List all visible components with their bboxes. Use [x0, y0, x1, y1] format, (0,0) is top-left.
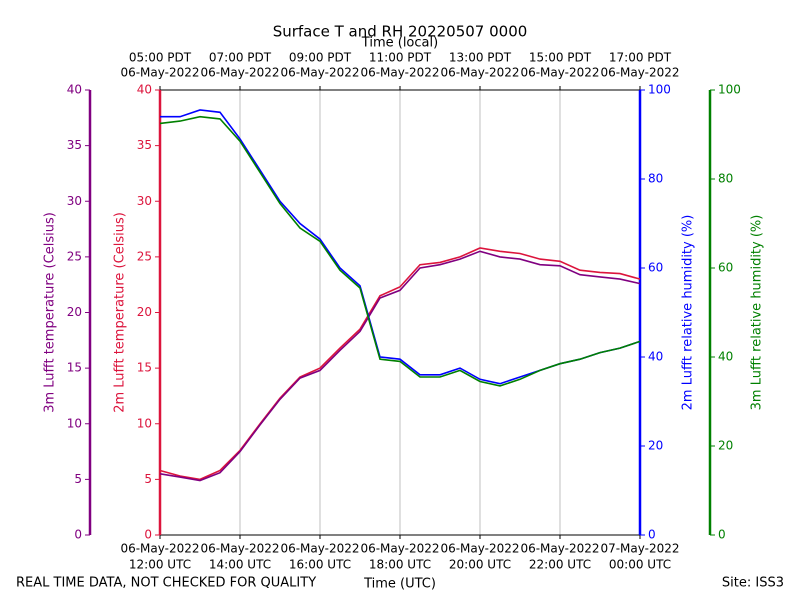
- y-tick-label: 100: [648, 83, 671, 97]
- top-tick-label: 06-May-2022: [440, 66, 519, 80]
- chart-title: Surface T and RH 20220507 0000: [273, 23, 528, 41]
- y-tick-label: 30: [137, 194, 152, 208]
- y-tick-label: 80: [718, 172, 733, 186]
- top-axis-label: Time (local): [361, 36, 438, 51]
- x-tick-label: 06-May-2022: [120, 542, 199, 556]
- y-tick-label: 20: [648, 439, 663, 453]
- y-tick-label: 10: [137, 416, 152, 430]
- top-tick-label: 06-May-2022: [360, 66, 439, 80]
- x-tick-label: 18:00 UTC: [369, 558, 431, 572]
- x-tick-label: 06-May-2022: [200, 542, 279, 556]
- y-tick-label: 40: [67, 83, 82, 97]
- y-tick-label: 25: [137, 249, 152, 263]
- site-label: Site: ISS3: [722, 576, 784, 591]
- y-axis-label: 3m Lufft temperature (Celsius): [43, 212, 58, 413]
- y-tick-label: 5: [144, 472, 152, 486]
- series-line: [159, 115, 641, 387]
- y-tick-label: 60: [718, 261, 733, 275]
- y-tick-label: 20: [718, 439, 733, 453]
- series-line: [159, 250, 641, 482]
- y-axis-label: 2m Lufft relative humidity (%): [681, 215, 696, 411]
- y-tick-label: 100: [718, 83, 741, 97]
- y-tick-label: 0: [648, 528, 656, 542]
- y-axis-label: 3m Lufft relative humidity (%): [750, 215, 765, 411]
- y-tick-label: 20: [137, 305, 152, 319]
- x-axis-label: Time (UTC): [363, 577, 436, 592]
- top-tick-label: 06-May-2022: [200, 66, 279, 80]
- x-tick-label: 00:00 UTC: [609, 558, 671, 572]
- y-tick-label: 40: [648, 350, 663, 364]
- top-tick-label: 09:00 PDT: [289, 51, 352, 65]
- top-tick-label: 15:00 PDT: [529, 51, 592, 65]
- x-tick-label: 06-May-2022: [520, 542, 599, 556]
- top-tick-label: 07:00 PDT: [209, 51, 272, 65]
- y-tick-label: 35: [67, 138, 82, 152]
- top-tick-label: 13:00 PDT: [449, 51, 512, 65]
- y-axis-label: 2m Lufft temperature (Celsius): [113, 212, 128, 413]
- top-tick-label: 11:00 PDT: [369, 51, 432, 65]
- y-tick-label: 30: [67, 194, 82, 208]
- top-tick-label: 06-May-2022: [280, 66, 359, 80]
- y-tick-label: 5: [74, 472, 82, 486]
- x-tick-label: 06-May-2022: [280, 542, 359, 556]
- y-tick-label: 60: [648, 261, 663, 275]
- footer-note: REAL TIME DATA, NOT CHECKED FOR QUALITY: [16, 576, 316, 591]
- x-tick-label: 22:00 UTC: [529, 558, 591, 572]
- x-tick-label: 07-May-2022: [600, 542, 679, 556]
- y-tick-label: 0: [74, 528, 82, 542]
- y-tick-label: 25: [67, 249, 82, 263]
- x-tick-label: 06-May-2022: [360, 542, 439, 556]
- y-tick-label: 80: [648, 172, 663, 186]
- y-tick-label: 40: [718, 350, 733, 364]
- y-tick-label: 10: [67, 416, 82, 430]
- x-tick-label: 06-May-2022: [440, 542, 519, 556]
- top-tick-label: 06-May-2022: [520, 66, 599, 80]
- y-tick-label: 40: [137, 83, 152, 97]
- y-tick-label: 20: [67, 305, 82, 319]
- top-tick-label: 05:00 PDT: [129, 51, 192, 65]
- y-tick-label: 15: [137, 361, 152, 375]
- y-tick-label: 0: [718, 528, 726, 542]
- x-tick-label: 16:00 UTC: [289, 558, 351, 572]
- y-tick-label: 35: [137, 138, 152, 152]
- x-tick-label: 12:00 UTC: [129, 558, 191, 572]
- x-tick-label: 14:00 UTC: [209, 558, 271, 572]
- y-tick-label: 15: [67, 361, 82, 375]
- x-tick-label: 20:00 UTC: [449, 558, 511, 572]
- top-tick-label: 17:00 PDT: [609, 51, 672, 65]
- y-tick-label: 0: [144, 528, 152, 542]
- top-tick-label: 06-May-2022: [600, 66, 679, 80]
- top-tick-label: 06-May-2022: [120, 66, 199, 80]
